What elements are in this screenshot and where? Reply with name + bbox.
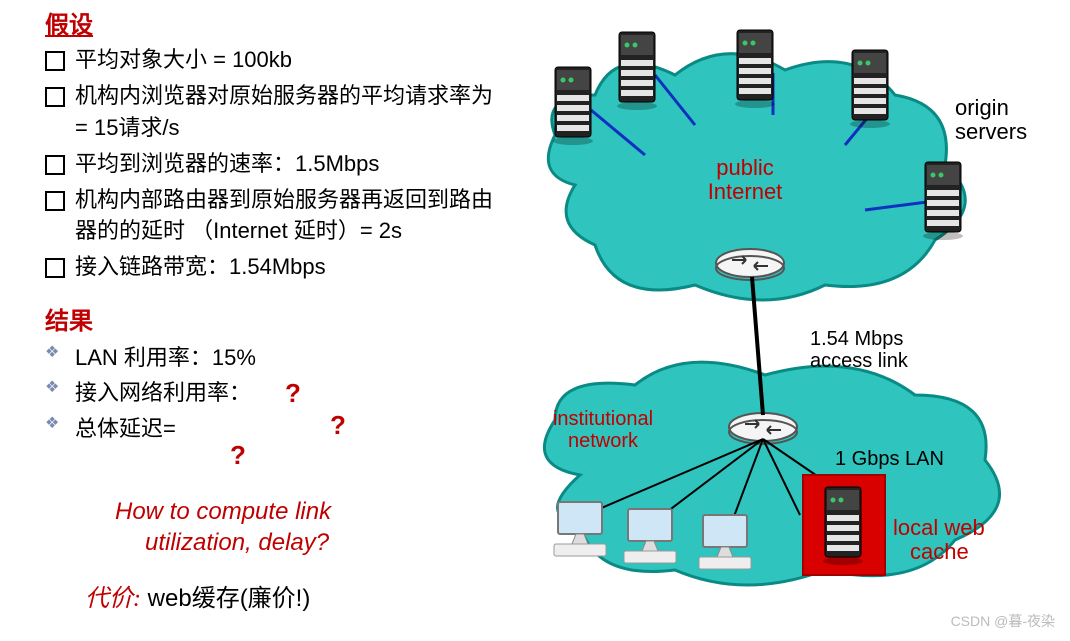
- result-item: 总体延迟=: [45, 411, 505, 446]
- origin-server-icon: [617, 32, 657, 110]
- results-list: LAN 利用率：15% 接入网络利用率： 总体延迟= ? ? ?: [45, 340, 505, 446]
- assumption-item: 机构内浏览器对原始服务器的平均请求率为 = 15请求/s: [45, 80, 505, 144]
- question-mark: ?: [230, 440, 246, 471]
- cost-label: 代价:: [85, 586, 141, 612]
- cost-line: 代价: web缓存(廉价!): [85, 578, 505, 613]
- origin-server-icon: [735, 30, 775, 108]
- assumption-item: 平均到浏览器的速率：1.5Mbps: [45, 148, 505, 180]
- result-item: LAN 利用率：15%: [45, 340, 505, 375]
- assumption-item: 机构内部路由器到原始服务器再返回到路由器的的延时 （Internet 延时）= …: [45, 184, 505, 248]
- origin-server-icon: [923, 162, 963, 240]
- public-internet-label: publicInternet: [708, 155, 783, 204]
- origin-servers-label: originservers: [955, 95, 1027, 144]
- client-monitor-icon: [699, 515, 751, 569]
- lan-label: 1 Gbps LAN: [835, 448, 944, 470]
- assumptions-list: 平均对象大小 = 100kb 机构内浏览器对原始服务器的平均请求率为 = 15请…: [45, 44, 505, 283]
- result-item: 接入网络利用率：: [45, 375, 505, 410]
- origin-server-icon: [553, 67, 593, 145]
- watermark: CSDN @暮-夜染: [951, 611, 1055, 631]
- origin-server-icon: [850, 50, 890, 128]
- client-monitor-icon: [554, 502, 606, 556]
- access-link-label: 1.54 Mbpsaccess link: [810, 328, 909, 372]
- network-diagram: originservers publicInternet 1.54 Mbpsac…: [525, 15, 1050, 595]
- howto-question: How to compute link utilization, delay?: [115, 496, 505, 558]
- question-mark: ?: [330, 410, 346, 441]
- client-monitor-icon: [624, 509, 676, 563]
- results-title: 结果: [45, 301, 505, 336]
- cost-text: web缓存(廉价!): [141, 585, 310, 612]
- assumptions-title: 假设: [45, 5, 505, 40]
- assumption-item: 接入链路带宽：1.54Mbps: [45, 251, 505, 283]
- question-mark: ?: [285, 378, 301, 409]
- local-cache-server-icon: [823, 487, 863, 565]
- assumption-item: 平均对象大小 = 100kb: [45, 44, 505, 76]
